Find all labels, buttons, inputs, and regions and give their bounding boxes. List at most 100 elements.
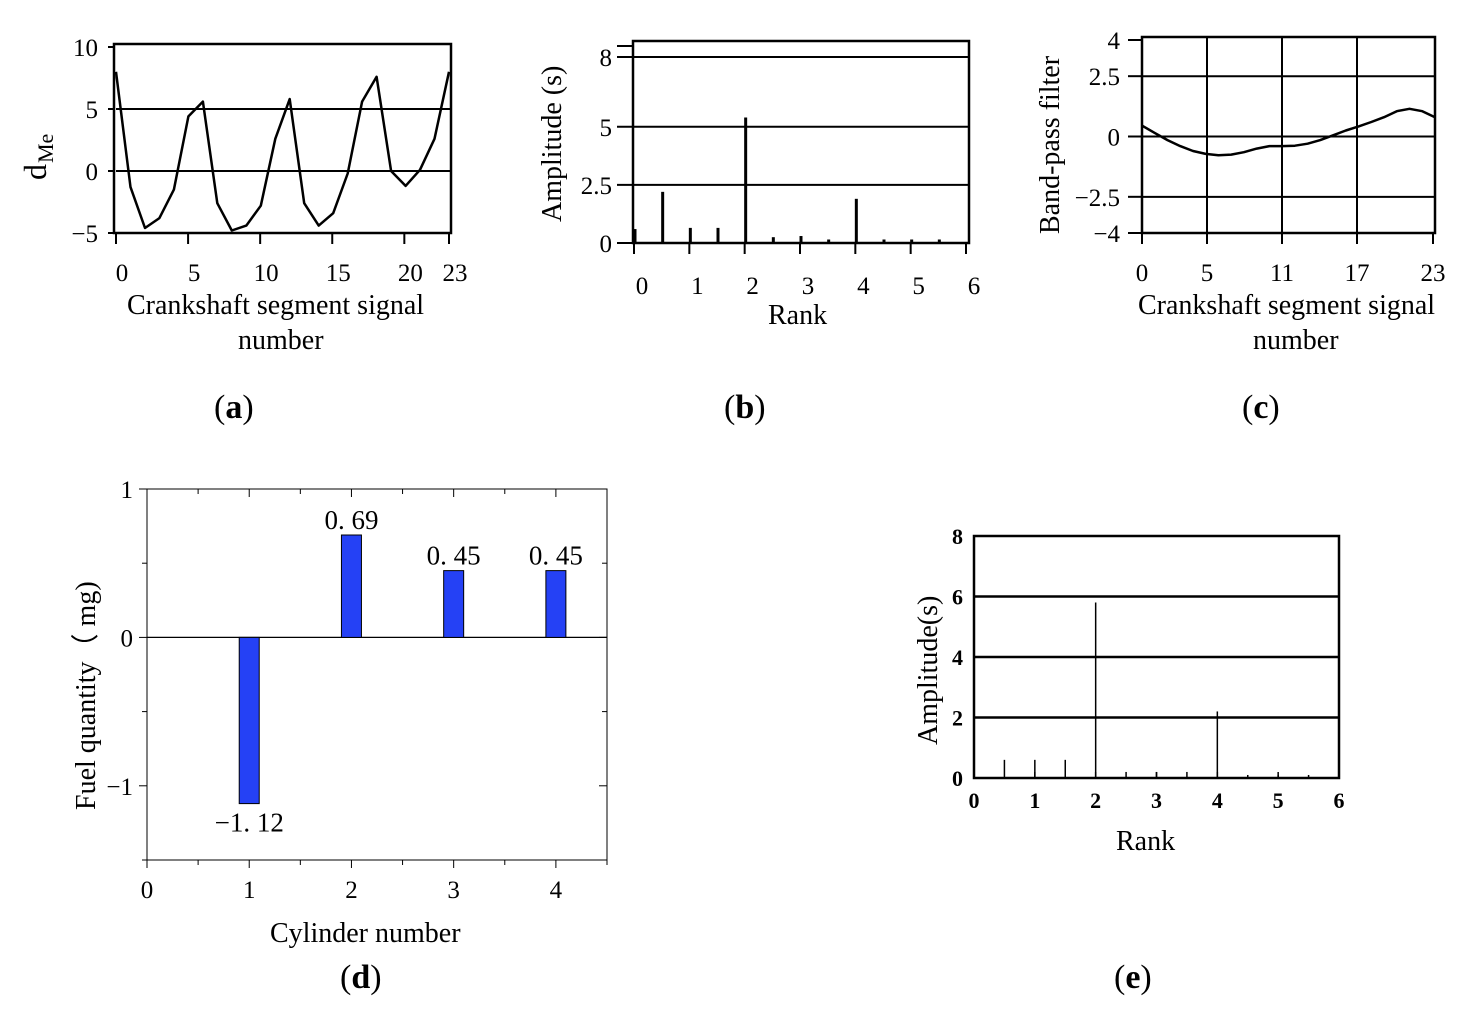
panel-d-xtick-label: 0: [141, 877, 154, 904]
panel-a-ytick-label: −5: [71, 221, 98, 248]
panel-c-xlabel-line2: number: [1253, 325, 1339, 356]
panel-c-ytick-label: −2.5: [1075, 185, 1120, 212]
panel-c-line-chart: −4 −2.5 0 2.5 4 0 5 11 17 23 Crankshaft segment s…: [1035, 28, 1446, 426]
panel-e-caption: (e): [1114, 959, 1152, 996]
panel-b-ytick-label: 2.5: [581, 173, 612, 200]
panel-a-frame: [112, 42, 453, 235]
panel-e-ytick-label: 2: [952, 706, 963, 731]
panel-d-data-label: 0. 69: [324, 505, 378, 535]
panel-a-ylabel-sub: Me: [33, 134, 58, 163]
panel-d-bar-chart: −1 0 1 0 1 2 3 4 −1. 12 0. 69 0. 45 0. 45 Cylinder…: [70, 477, 608, 996]
panel-c-ytick-label: 4: [1108, 28, 1121, 55]
panel-c-ylabel: Band-pass filter: [1035, 55, 1066, 234]
panel-b-ytick-label: 8: [600, 45, 613, 72]
panel-b-bar-chart: 0 2.5 5 8 0 1 2 3 4 5 6 Rank Amplitude (s) (b): [537, 39, 981, 426]
panel-d-xtick-label: 4: [550, 877, 563, 904]
panel-d-ytick-label: 1: [121, 477, 134, 504]
panel-a-ytick-label: 0: [86, 159, 99, 186]
panel-e-caption-letter: e: [1125, 959, 1140, 996]
panel-c-caption-open: (: [1242, 389, 1253, 426]
panel-b-xtick-label: 2: [746, 273, 759, 300]
panel-a-xtick-label: 5: [188, 260, 201, 287]
panel-c-ytick-label: 2.5: [1089, 64, 1120, 91]
panel-c-caption-close: ): [1268, 389, 1279, 426]
panel-a-xtick-label: 0: [116, 260, 129, 287]
panel-d-caption: (d): [340, 959, 382, 996]
panel-d-caption-letter: d: [351, 959, 370, 996]
panel-c-xtick-label: 23: [1421, 260, 1446, 287]
panel-e-xtick-label: 5: [1273, 788, 1284, 813]
panel-c-caption: (c): [1242, 389, 1280, 426]
panel-e-ytick-label: 6: [952, 585, 963, 610]
panel-a-ylabel-main: d: [17, 164, 53, 180]
panel-d-bar: [238, 636, 260, 805]
panel-e-bar-chart: 0 2 4 6 8 0 1 2 3 4 5 6 Rank Amplitude(s) (e): [913, 524, 1345, 996]
panel-a-xtick-label: 23: [443, 260, 468, 287]
panel-b-ytick-label: 0: [600, 231, 613, 258]
panel-c-xtick-label: 11: [1270, 260, 1294, 287]
panel-b-frame: [631, 39, 971, 245]
panel-d-xtick-label: 3: [447, 877, 460, 904]
panel-a-caption-letter: a: [225, 389, 242, 426]
panel-a-caption-open: (: [214, 389, 225, 426]
panel-c-xtick-label: 0: [1136, 260, 1149, 287]
panel-c-ytick-label: 0: [1108, 125, 1121, 152]
panel-c-xtick-label: 5: [1201, 260, 1214, 287]
panel-b-xtick-label: 3: [802, 273, 815, 300]
panel-d-bar: [443, 570, 465, 638]
panel-d-ytick-label: −1: [106, 774, 133, 801]
panel-d-data-label: −1. 12: [215, 808, 284, 838]
panel-b-caption-open: (: [724, 389, 735, 426]
panel-b-ylabel: Amplitude (s): [537, 66, 568, 222]
panel-e-xtick-label: 1: [1029, 788, 1040, 813]
panel-e-ytick-label: 0: [952, 766, 963, 791]
panel-a-caption: (a): [214, 389, 254, 426]
panel-b-xtick-label: 6: [968, 273, 981, 300]
panel-b-caption: (b): [724, 389, 766, 426]
panel-c-caption-letter: c: [1253, 389, 1268, 426]
panel-e-xtick-label: 2: [1090, 788, 1101, 813]
panel-d-data-label: 0. 45: [427, 541, 481, 571]
panel-a-series-line: [114, 71, 451, 232]
panel-c-xlabel-line1: Crankshaft segment signal: [1138, 290, 1435, 321]
panel-e-caption-open: (: [1114, 959, 1125, 996]
panel-c-frame: [1140, 35, 1437, 235]
panel-a-ytick-label: 10: [73, 35, 98, 62]
panel-d-bar: [340, 534, 362, 638]
panel-a-ylabel: d Me: [17, 134, 58, 180]
panel-b-xtick-label: 4: [857, 273, 870, 300]
panel-c-ytick-label: −4: [1093, 221, 1120, 248]
panel-b-xtick-label: 5: [912, 273, 925, 300]
panel-a-ytick-label: 5: [86, 97, 99, 124]
panel-d-xtick-label: 2: [345, 877, 358, 904]
panel-a-caption-close: ): [242, 389, 253, 426]
panel-a-xtick-label: 10: [254, 260, 279, 287]
panel-d-caption-open: (: [340, 959, 351, 996]
panel-e-ytick-label: 4: [952, 645, 963, 670]
panel-e-ytick-label: 8: [952, 524, 963, 549]
panel-d-ytick-label: 0: [121, 625, 134, 652]
panel-b-caption-close: ): [754, 389, 765, 426]
panel-b-caption-letter: b: [735, 389, 754, 426]
panel-d-xlabel: Cylinder number: [270, 918, 461, 949]
panel-b-ytick-label: 5: [600, 115, 613, 142]
panel-d-frame: [146, 488, 608, 861]
panel-e-xtick-label: 3: [1151, 788, 1162, 813]
panel-a-line-chart: −5 0 5 10 0 5 10 15 20 23 Crankshaft segment sign…: [17, 35, 468, 426]
panel-e-xlabel: Rank: [1116, 826, 1175, 857]
panel-d-caption-close: ): [370, 959, 381, 996]
panel-a-xtick-label: 20: [398, 260, 423, 287]
panel-e-xtick-label: 4: [1212, 788, 1223, 813]
panel-d-xtick-label: 1: [243, 877, 256, 904]
panel-a-xlabel-line2: number: [238, 325, 324, 356]
panel-b-xtick-label: 0: [636, 273, 649, 300]
panel-e-xtick-label: 0: [969, 788, 980, 813]
panel-b-xlabel: Rank: [768, 300, 827, 331]
panel-d-bar: [545, 570, 567, 638]
panel-e-xtick-label: 6: [1334, 788, 1345, 813]
panel-e-ylabel: Amplitude(s): [913, 596, 944, 745]
panel-b-xtick-label: 1: [691, 273, 704, 300]
panel-d-data-label: 0. 45: [529, 541, 583, 571]
panel-c-xtick-label: 17: [1345, 260, 1370, 287]
